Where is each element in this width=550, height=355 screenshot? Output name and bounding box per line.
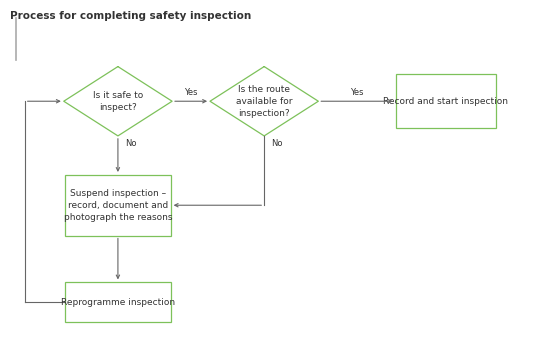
- Text: Suspend inspection –
record, document and
photograph the reasons: Suspend inspection – record, document an…: [64, 189, 172, 222]
- Text: Reprogramme inspection: Reprogramme inspection: [61, 298, 175, 307]
- Text: Yes: Yes: [350, 88, 364, 97]
- Text: Yes: Yes: [184, 88, 198, 97]
- Text: Is the route
available for
inspection?: Is the route available for inspection?: [236, 85, 293, 118]
- Text: No: No: [271, 140, 283, 148]
- Bar: [65, 175, 170, 236]
- Text: Is it safe to
inspect?: Is it safe to inspect?: [93, 91, 143, 111]
- Text: No: No: [125, 140, 136, 148]
- Text: Record and start inspection: Record and start inspection: [383, 97, 508, 106]
- Bar: [65, 282, 170, 322]
- Bar: [395, 74, 496, 128]
- Text: Process for completing safety inspection: Process for completing safety inspection: [9, 11, 251, 21]
